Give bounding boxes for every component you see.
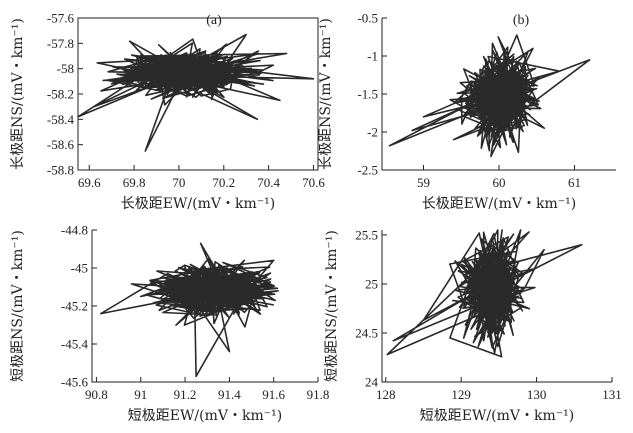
panel-b-axes — [381, 18, 616, 171]
panel-a-xtick-label: 69.8 — [123, 175, 146, 190]
panel-c-xtick-label: 91 — [134, 387, 147, 402]
panel-d-xtick-label: 130 — [527, 387, 547, 402]
panel-c-xtick-label: 91.4 — [218, 387, 241, 402]
panel-a-trace — [77, 33, 315, 152]
panel-a-ytick-label: -58.8 — [47, 163, 74, 178]
panel-c-xtick-label: 91.8 — [307, 387, 330, 402]
panel-b-series-line — [388, 34, 591, 158]
panel-c-xtick-label: 91.6 — [262, 387, 285, 402]
panel-c-ytick-label: -44.8 — [61, 223, 88, 238]
panel-c-ytick-label: -45.4 — [61, 337, 89, 352]
panel-a-ytick-label: -57.6 — [47, 11, 75, 26]
panel-d-trace — [386, 229, 583, 358]
panel-d-ytick-label: 25 — [365, 276, 378, 291]
panel-c-ytick-label: -45.6 — [61, 375, 89, 390]
panel-c-axes — [91, 230, 318, 383]
panel-b-ylabel: 长极距NS/(mV・km⁻¹) — [318, 18, 334, 170]
panel-b-ytick-label: -1 — [367, 49, 378, 64]
panel-b-ytick-label: -2.5 — [357, 163, 378, 178]
panel-a-xtick-label: 69.6 — [78, 175, 101, 190]
panel-d-xtick-label: 131 — [602, 387, 622, 402]
panel-c-trace — [100, 242, 279, 378]
panel-a-ytick-label: -57.8 — [47, 36, 74, 51]
panel-a-ytick-label: -58.2 — [47, 87, 74, 102]
panel-a-ylabel: 长极距NS/(mV・km⁻¹) — [10, 18, 26, 170]
panel-d-xtick-label: 128 — [376, 387, 396, 402]
panel-a-ytick-label: -58.6 — [47, 137, 75, 152]
panel-a-xtick-label: 70 — [172, 175, 185, 190]
panel-c-ytick-label: -45 — [71, 261, 88, 276]
panel-a: (a) 69.6 69.8 70 70.2 70.4 70.6 -57.6 -57.8 -58 -… — [10, 11, 325, 213]
panel-c-xtick-label: 90.8 — [85, 387, 108, 402]
panel-b-ytick-label: -1.5 — [357, 87, 378, 102]
panel-a-xtick-label: 70.6 — [302, 175, 325, 190]
panel-b-xlabel: 长极距EW/(mV・km⁻¹) — [422, 196, 576, 212]
panel-label-b: (b) — [513, 13, 530, 28]
panel-c-ticks: 90.8 91 91.2 91.4 91.6 91.8 -44.8 -45 -45.2 -45.4… — [61, 223, 329, 403]
panel-d-xlabel: 短极距EW/(mV・km⁻¹) — [420, 408, 574, 424]
panel-d-series-line — [386, 229, 583, 358]
panel-a-axes — [77, 18, 318, 171]
panel-a-xtick-label: 70.4 — [257, 175, 280, 190]
panel-a-ticks: 69.6 69.8 70 70.2 70.4 70.6 -57.6 -57.8 -58 -58.2… — [47, 11, 325, 191]
panel-b-ticks: 59 60 61 -0.5 -1 -1.5 -2 -2.5 — [357, 11, 581, 191]
panel-c: 90.8 91 91.2 91.4 91.6 91.8 -44.8 -45 -45.2 -45.4… — [10, 223, 329, 425]
panel-a-ytick-label: -58 — [57, 61, 74, 76]
panel-b-trace — [388, 34, 591, 158]
panel-a-series-line — [77, 33, 315, 152]
panel-c-series-line — [100, 242, 279, 378]
panel-d-ticks: 128 129 130 131 25.5 25 24.5 24 — [355, 227, 622, 402]
panel-d-ytick-label: 24 — [365, 375, 379, 390]
panel-d-ytick-label: 25.5 — [355, 227, 378, 242]
panel-c-ylabel: 短极距NS/(mV・km⁻¹) — [10, 230, 26, 382]
panel-b-ytick-label: -0.5 — [357, 11, 378, 26]
panel-c-xlabel: 短极距EW/(mV・km⁻¹) — [128, 408, 282, 424]
panel-d-ylabel: 短极距NS/(mV・km⁻¹) — [324, 230, 340, 382]
panel-c-xtick-label: 91.2 — [174, 387, 197, 402]
panel-b-ytick-label: -2 — [367, 125, 378, 140]
panel-a-xlabel: 长极距EW/(mV・km⁻¹) — [121, 196, 275, 212]
panel-d-xtick-label: 129 — [451, 387, 471, 402]
panel-d-ytick-label: 24.5 — [355, 325, 378, 340]
panel-a-ytick-label: -58.4 — [47, 112, 75, 127]
panel-a-xtick-label: 70.2 — [212, 175, 235, 190]
panel-b-xtick-label: 61 — [568, 175, 581, 190]
panel-c-ytick-label: -45.2 — [61, 299, 88, 314]
panel-d-axes — [381, 230, 612, 383]
panel-b-xtick-label: 60 — [493, 175, 506, 190]
panel-label-a: (a) — [206, 13, 222, 28]
panel-d: 128 129 130 131 25.5 25 24.5 24 短极距EW/(mV・km⁻¹)… — [324, 227, 622, 424]
panel-b-xtick-label: 59 — [417, 175, 430, 190]
panel-b: (b) 59 60 61 -0.5 -1 -1.5 -2 -2.5 长极距EW/(mV・km⁻… — [318, 11, 616, 212]
